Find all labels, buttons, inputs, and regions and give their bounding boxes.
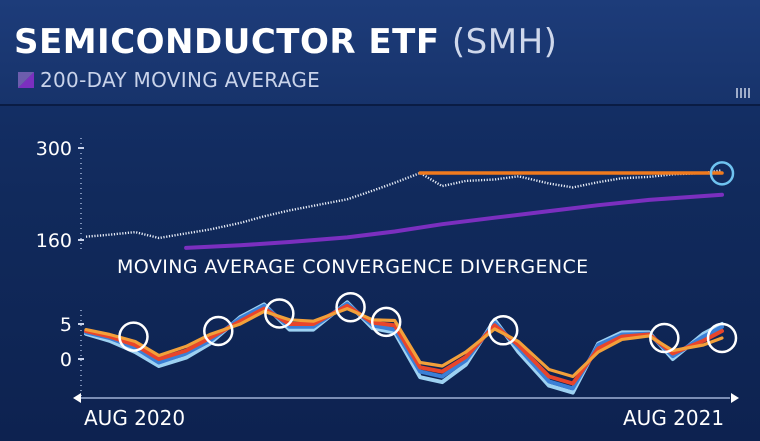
macd-blue-line xyxy=(84,301,724,391)
x-axis-arrow-left xyxy=(73,393,81,403)
header-panel: SEMICONDUCTOR ETF (SMH) 200-DAY MOVING A… xyxy=(0,0,760,104)
macd-highlight-circle xyxy=(264,298,295,329)
network-bug-icon xyxy=(736,88,750,98)
macd-panel-title: MOVING AVERAGE CONVERGENCE DIVERGENCE xyxy=(117,256,589,278)
macd-highlight-circle xyxy=(370,306,402,338)
x-axis-arrow-right xyxy=(731,393,739,403)
macd-highlight-circle xyxy=(706,322,738,354)
macd-y-tick-label: 5 xyxy=(60,314,72,336)
x-tick-label-start: AUG 2020 xyxy=(84,406,186,430)
header-divider xyxy=(0,104,760,106)
title-text: SEMICONDUCTOR ETF xyxy=(14,22,440,62)
ticker-text: (SMH) xyxy=(451,22,558,62)
macd-y-tick-label: 0 xyxy=(60,349,72,371)
macd-highlight-circle xyxy=(487,315,519,346)
price-highlight-circle xyxy=(709,161,735,186)
macd-red-line xyxy=(84,303,724,386)
x-tick-label-end: AUG 2021 xyxy=(623,406,725,430)
macd-orange-line xyxy=(84,307,724,379)
price-y-tick-label: 300 xyxy=(36,138,72,160)
macd-highlight-circle xyxy=(649,322,680,354)
macd-highlight-circle xyxy=(335,291,366,323)
chart-title: SEMICONDUCTOR ETF (SMH) xyxy=(14,22,557,62)
moving-average-line xyxy=(184,192,724,250)
macd-highlight-circle xyxy=(203,315,234,347)
legend: 200-DAY MOVING AVERAGE xyxy=(18,68,320,92)
legend-label: 200-DAY MOVING AVERAGE xyxy=(40,68,321,92)
macd-highlight-circle xyxy=(118,321,149,352)
legend-swatch-icon xyxy=(18,72,34,88)
price-y-tick-label: 160 xyxy=(36,230,72,252)
